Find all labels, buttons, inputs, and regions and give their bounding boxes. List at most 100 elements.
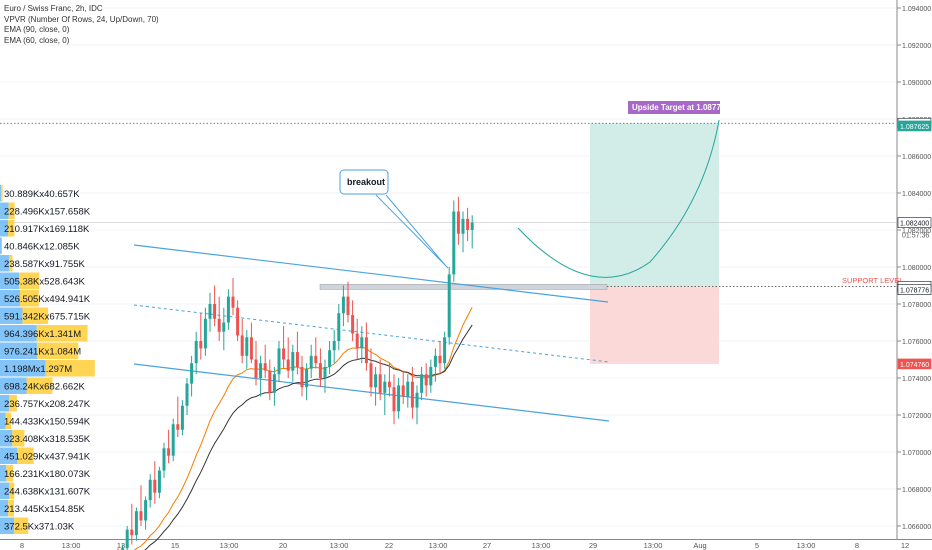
time-tick-label: 27: [483, 541, 491, 550]
candle-body: [452, 211, 456, 275]
price-label-box: [897, 120, 932, 132]
vp-label: 976.241Kx1.084M: [4, 347, 81, 358]
vp-label: 372.5Kx371.03K: [4, 522, 75, 533]
candle-body: [360, 337, 364, 349]
price-label-text: 1.087625: [900, 124, 929, 131]
candle-body: [130, 529, 134, 536]
vp-label: 30.889Kx40.657K: [4, 189, 80, 200]
candle-body: [236, 307, 240, 336]
target-zone: [590, 123, 719, 287]
vp-bar-down: [8, 220, 15, 237]
vp-label: 323.408Kx318.535K: [4, 434, 91, 445]
candle-body: [424, 374, 428, 386]
vp-label: 144.433Kx150.594K: [4, 417, 91, 428]
legend-title: Euro / Swiss Franc, 2h, IDC: [4, 4, 103, 13]
candle-body: [314, 355, 318, 364]
vp-label: 698.24Kx682.662K: [4, 382, 85, 393]
time-tick-label: 8: [855, 541, 859, 550]
candle-body: [328, 350, 332, 367]
vp-bar-up: [0, 517, 15, 534]
price-label-box: [897, 358, 932, 370]
time-tick-label: 13:00: [220, 541, 239, 550]
vp-bar-up: [0, 360, 46, 377]
candle-body: [148, 479, 152, 501]
candle-body: [378, 374, 382, 393]
candle-body: [447, 274, 451, 338]
candle-body: [162, 448, 166, 471]
vp-bar-up: [0, 430, 13, 447]
vp-label: 505.38Kx528.643K: [4, 277, 85, 288]
upside-target-badge: [628, 101, 720, 114]
legend-ema90: EMA (90, close, 0): [4, 25, 70, 34]
price-tick-label: 1.076000: [902, 339, 931, 346]
candle-body: [190, 363, 194, 384]
vp-bar-down: [6, 465, 14, 482]
vp-bar-up: [0, 272, 20, 289]
candle-body: [392, 387, 396, 412]
time-tick-label: 22: [385, 541, 393, 550]
candle-body: [176, 424, 180, 430]
vp-bar-up: [0, 395, 9, 412]
price-label-text: 1.082400: [900, 221, 929, 228]
vp-bar-up: [0, 325, 37, 342]
legend-ema60: EMA (60, close, 0): [4, 35, 70, 45]
stop-zone: [590, 286, 719, 364]
breakout-label: breakout: [347, 177, 385, 187]
price-tick-label: 1.070000: [902, 450, 931, 457]
candle-body: [291, 352, 295, 371]
candle-body: [305, 368, 309, 388]
candle-body: [121, 548, 125, 550]
vp-bar-down: [45, 360, 95, 377]
channel-upper: [133, 244, 609, 303]
candle-body: [470, 222, 474, 230]
countdown-label: 01:57:36: [902, 233, 929, 240]
ema90-line: [144, 324, 473, 550]
time-tick-label: Aug: [693, 541, 706, 550]
candle-body: [268, 370, 272, 393]
vp-bar-up: [0, 237, 2, 254]
time-tick-label: 13:00: [532, 541, 551, 550]
price-tick-label: 1.068000: [902, 487, 931, 494]
time-tick-label: 8: [20, 541, 24, 550]
vp-bar-down: [22, 307, 49, 324]
price-label-text: 1.078776: [900, 288, 929, 295]
candle-body: [387, 381, 391, 388]
vp-bar-down: [8, 500, 14, 517]
vp-bar-down: [12, 430, 25, 447]
candle-body: [194, 341, 198, 364]
candle-body: [249, 337, 253, 360]
candle-body: [433, 355, 437, 367]
candle-body: [144, 500, 148, 521]
candle-body: [226, 296, 230, 323]
vp-label: 451.029Kx437.941K: [4, 452, 91, 463]
candle-body: [456, 211, 460, 234]
price-label-box: [897, 284, 932, 295]
vp-label: 591.342Kx675.715K: [4, 312, 91, 323]
vp-bar-down: [9, 255, 13, 272]
vp-label: 964.396Kx1.341M: [4, 329, 81, 340]
price-tick-label: 1.072000: [902, 413, 931, 420]
vp-bar-down: [5, 412, 12, 429]
candle-body: [222, 322, 226, 332]
candle-body: [420, 374, 424, 393]
vp-bar-down: [37, 342, 79, 359]
support-level-label: SUPPORT LEVEL: [842, 276, 903, 285]
candle-body: [167, 448, 171, 456]
vp-bar-up: [0, 447, 18, 464]
candle-body: [438, 355, 442, 364]
vp-bar-up: [0, 465, 7, 482]
vp-label: 236.757Kx208.247K: [4, 399, 91, 410]
candle-body: [406, 381, 410, 397]
upside-target-label: Upside Target at 1.08777: [632, 103, 726, 112]
candle-body: [263, 363, 267, 371]
candle-body: [466, 218, 470, 230]
candle-body: [213, 304, 217, 319]
price-tick-label: 1.092000: [902, 43, 931, 50]
price-tick-label: 1.080000: [902, 265, 931, 272]
time-tick-label: 13: [117, 541, 125, 550]
vp-label: 210.917Kx169.118K: [4, 224, 90, 235]
vp-bar-down: [14, 517, 29, 534]
candle-body: [259, 363, 263, 378]
candle-body: [346, 296, 350, 316]
